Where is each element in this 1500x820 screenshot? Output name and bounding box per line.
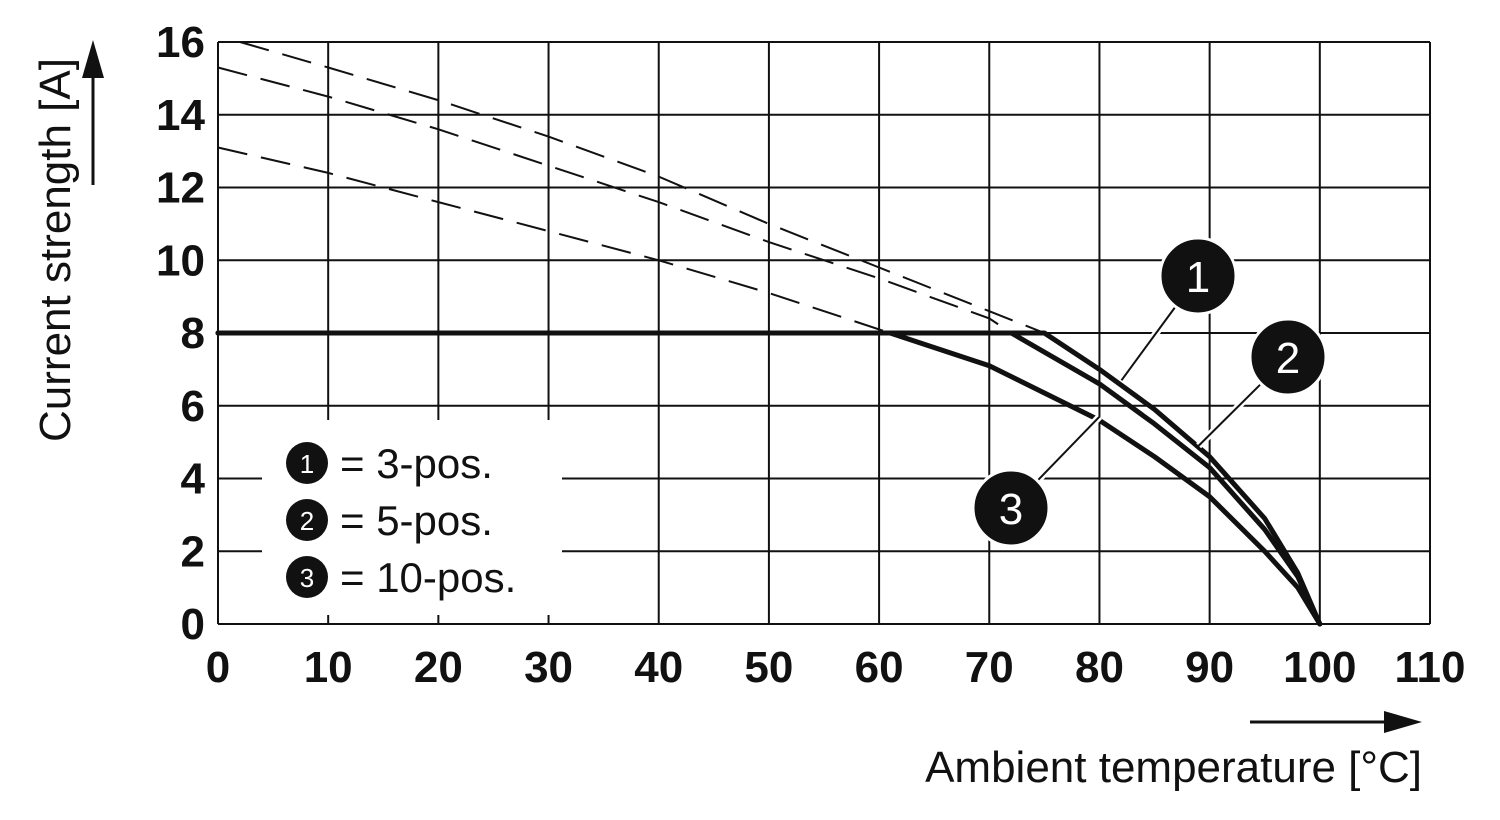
y-tick-label: 10	[156, 236, 205, 285]
series-1-dashed-line	[239, 41, 1045, 334]
callout-badge-number: 2	[1276, 334, 1300, 383]
legend-badge-number: 1	[300, 449, 314, 479]
y-tick-label: 16	[156, 18, 205, 67]
x-tick-label: 0	[206, 643, 230, 692]
series-3-dashed-line	[217, 146, 891, 334]
legend-badge-1	[286, 442, 328, 484]
y-tick-label: 14	[156, 91, 205, 140]
x-tick-label: 110	[1395, 643, 1466, 692]
x-axis-arrow-icon	[1384, 711, 1422, 733]
x-axis-title: Ambient temperature [°C]	[925, 743, 1422, 792]
legend-badge-3	[286, 556, 328, 598]
y-axis-arrow-icon	[82, 40, 104, 78]
legend-badge-number: 2	[300, 506, 314, 536]
series-1-solid-line	[215, 330, 1323, 627]
x-tick-label: 100	[1283, 643, 1356, 692]
legend-badge-2	[286, 499, 328, 541]
callout-badge-number: 1	[1186, 253, 1210, 302]
legend-entry-text: = 5-pos.	[340, 497, 493, 544]
legend-entries: 1 = 3-pos. 2 = 5-pos. 3 = 10-pos.	[286, 440, 516, 601]
x-tick-label: 30	[524, 643, 573, 692]
x-tick-label: 10	[304, 643, 353, 692]
x-tick-label: 60	[855, 643, 904, 692]
x-axis-title-group: Ambient temperature [°C]	[925, 711, 1422, 792]
series-3-solid-line	[215, 330, 1323, 627]
x-tick-labels: 0 10 20 30 40 50 60 70 80 90 100 110	[206, 643, 1466, 692]
y-tick-label: 4	[181, 455, 206, 504]
y-tick-label: 12	[156, 164, 205, 213]
legend-entry-text: = 10-pos.	[340, 554, 516, 601]
callout-badge-2	[1248, 317, 1328, 397]
series-2-dashed-line	[217, 66, 1012, 334]
legend-box: 1 = 3-pos. 2 = 5-pos. 3 = 10-pos.	[262, 420, 562, 615]
x-tick-label: 80	[1075, 643, 1124, 692]
y-tick-label: 2	[181, 527, 205, 576]
x-tick-label: 90	[1185, 643, 1234, 692]
x-tick-label: 20	[414, 643, 463, 692]
callout-leader-line	[1197, 383, 1262, 447]
y-tick-label: 8	[181, 309, 205, 358]
legend-badge-number: 3	[300, 563, 314, 593]
y-axis-title: Current strength [A]	[31, 58, 80, 442]
callout-leader-line	[1120, 306, 1177, 381]
legend-entry-text: = 3-pos.	[340, 440, 493, 487]
y-tick-label: 6	[181, 382, 205, 431]
solid-curves	[215, 330, 1323, 627]
callouts: 1 2 3	[971, 236, 1328, 548]
callout-leader-line	[1036, 415, 1101, 482]
series-2-solid-line	[215, 330, 1323, 627]
x-tick-label: 40	[634, 643, 683, 692]
callout-badge-number: 3	[999, 485, 1023, 534]
y-tick-labels: 0 2 4 6 8 10 12 14 16	[156, 18, 205, 649]
callout-badge-1	[1158, 236, 1238, 316]
x-tick-label: 50	[744, 643, 793, 692]
y-axis-title-group: Current strength [A]	[31, 40, 104, 442]
dashed-curves	[217, 41, 1045, 334]
y-tick-label: 0	[181, 600, 205, 649]
callout-badge-3	[971, 468, 1051, 548]
x-tick-label: 70	[965, 643, 1014, 692]
